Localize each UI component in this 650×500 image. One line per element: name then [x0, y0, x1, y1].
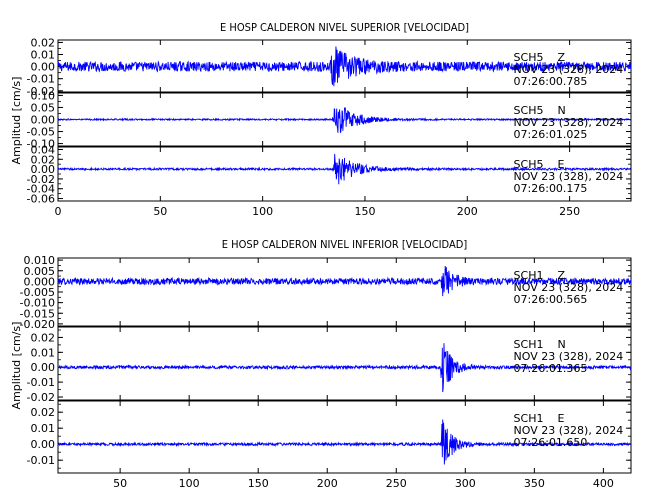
- record-time: 07:26:01.365: [514, 362, 588, 375]
- y-tick-label: 0.04: [31, 143, 56, 156]
- y-tick-label: -0.01: [27, 454, 55, 467]
- y-tick-label: -0.04: [27, 183, 55, 196]
- y-tick-label: 0.01: [31, 346, 56, 359]
- y-tick-label: 0.02: [31, 36, 56, 49]
- y-tick-label: -0.015: [20, 307, 55, 320]
- x-tick-label: 50: [153, 205, 167, 218]
- record-time: 07:26:01.650: [514, 436, 588, 449]
- y-tick-label: 0.01: [31, 422, 56, 435]
- record-date: NOV 23 (328), 2024: [514, 424, 624, 437]
- y-tick-label: -0.010: [20, 297, 55, 310]
- y-tick-label: 0.00: [31, 163, 56, 176]
- station-label: SCH5 Z: [514, 51, 566, 64]
- station-label: SCH1 N: [514, 338, 566, 351]
- y-tick-label: 0.000: [24, 275, 56, 288]
- y-tick-label: -0.005: [20, 286, 55, 299]
- x-tick-label: 200: [457, 205, 478, 218]
- record-date: NOV 23 (328), 2024: [514, 116, 624, 129]
- chart-title: E HOSP CALDERON NIVEL SUPERIOR [VELOCIDA…: [220, 21, 469, 34]
- y-tick-label: 0.00: [31, 438, 56, 451]
- y-tick-label: 0.05: [31, 101, 56, 114]
- waveform-trace: [57, 153, 632, 185]
- record-time: 07:26:00.175: [514, 182, 588, 195]
- station-label: SCH1 Z: [514, 269, 566, 282]
- station-label: SCH1 E: [514, 412, 565, 425]
- x-tick-label: 350: [524, 477, 545, 490]
- waveform-trace: [57, 265, 632, 297]
- waveform-trace: [57, 343, 632, 393]
- x-tick-label: 0: [55, 205, 62, 218]
- record-date: NOV 23 (328), 2024: [514, 350, 624, 363]
- panel-frame: [57, 39, 632, 93]
- panel-frame: [57, 400, 632, 474]
- y-tick-label: 0.02: [31, 331, 56, 344]
- y-tick-label: -0.05: [27, 126, 55, 139]
- x-tick-label: 150: [354, 205, 375, 218]
- y-tick-label: 0.00: [31, 114, 56, 127]
- seismogram-chart-2: E HOSP CALDERON NIVEL INFERIOR [VELOCIDA…: [10, 238, 632, 490]
- y-tick-label: 0.02: [31, 406, 56, 419]
- y-axis-label: Amplitud [cm/s]: [10, 322, 23, 410]
- x-tick-label: 100: [179, 477, 200, 490]
- y-tick-label: -0.10: [27, 138, 55, 151]
- record-time: 07:26:01.025: [514, 128, 588, 141]
- record-time: 07:26:00.785: [514, 75, 588, 88]
- y-tick-label: -0.02: [27, 173, 55, 186]
- y-tick-label: -0.02: [27, 391, 55, 404]
- record-date: NOV 23 (328), 2024: [514, 281, 624, 294]
- y-tick-label: 0.010: [24, 254, 56, 267]
- y-tick-label: 0.10: [31, 89, 56, 102]
- y-tick-label: -0.01: [27, 73, 55, 86]
- x-tick-label: 400: [593, 477, 614, 490]
- record-date: NOV 23 (328), 2024: [514, 170, 624, 183]
- waveform-trace: [57, 106, 632, 134]
- y-tick-label: -0.020: [20, 318, 55, 331]
- y-tick-label: -0.01: [27, 376, 55, 389]
- seismogram-chart-1: E HOSP CALDERON NIVEL SUPERIOR [VELOCIDA…: [10, 21, 632, 218]
- record-date: NOV 23 (328), 2024: [514, 63, 624, 76]
- panel-frame: [57, 326, 632, 401]
- x-tick-label: 100: [252, 205, 273, 218]
- y-tick-label: 0.02: [31, 153, 56, 166]
- waveform-trace: [57, 419, 632, 465]
- x-tick-label: 200: [317, 477, 338, 490]
- y-tick-label: 0.00: [31, 61, 56, 74]
- x-tick-label: 250: [559, 205, 580, 218]
- y-tick-label: 0.01: [31, 49, 56, 62]
- y-axis-label: Amplitud [cm/s]: [10, 77, 23, 165]
- station-label: SCH5 N: [514, 104, 566, 117]
- x-tick-label: 250: [386, 477, 407, 490]
- y-tick-label: -0.02: [27, 85, 55, 98]
- y-tick-label: 0.00: [31, 361, 56, 374]
- y-tick-label: 0.005: [24, 265, 56, 278]
- station-label: SCH5 E: [514, 158, 565, 171]
- y-tick-label: -0.06: [27, 193, 55, 206]
- waveform-trace: [57, 46, 632, 87]
- x-tick-label: 300: [455, 477, 476, 490]
- record-time: 07:26:00.565: [514, 293, 588, 306]
- x-tick-label: 50: [113, 477, 127, 490]
- chart-title: E HOSP CALDERON NIVEL INFERIOR [VELOCIDA…: [222, 238, 468, 251]
- x-tick-label: 150: [248, 477, 269, 490]
